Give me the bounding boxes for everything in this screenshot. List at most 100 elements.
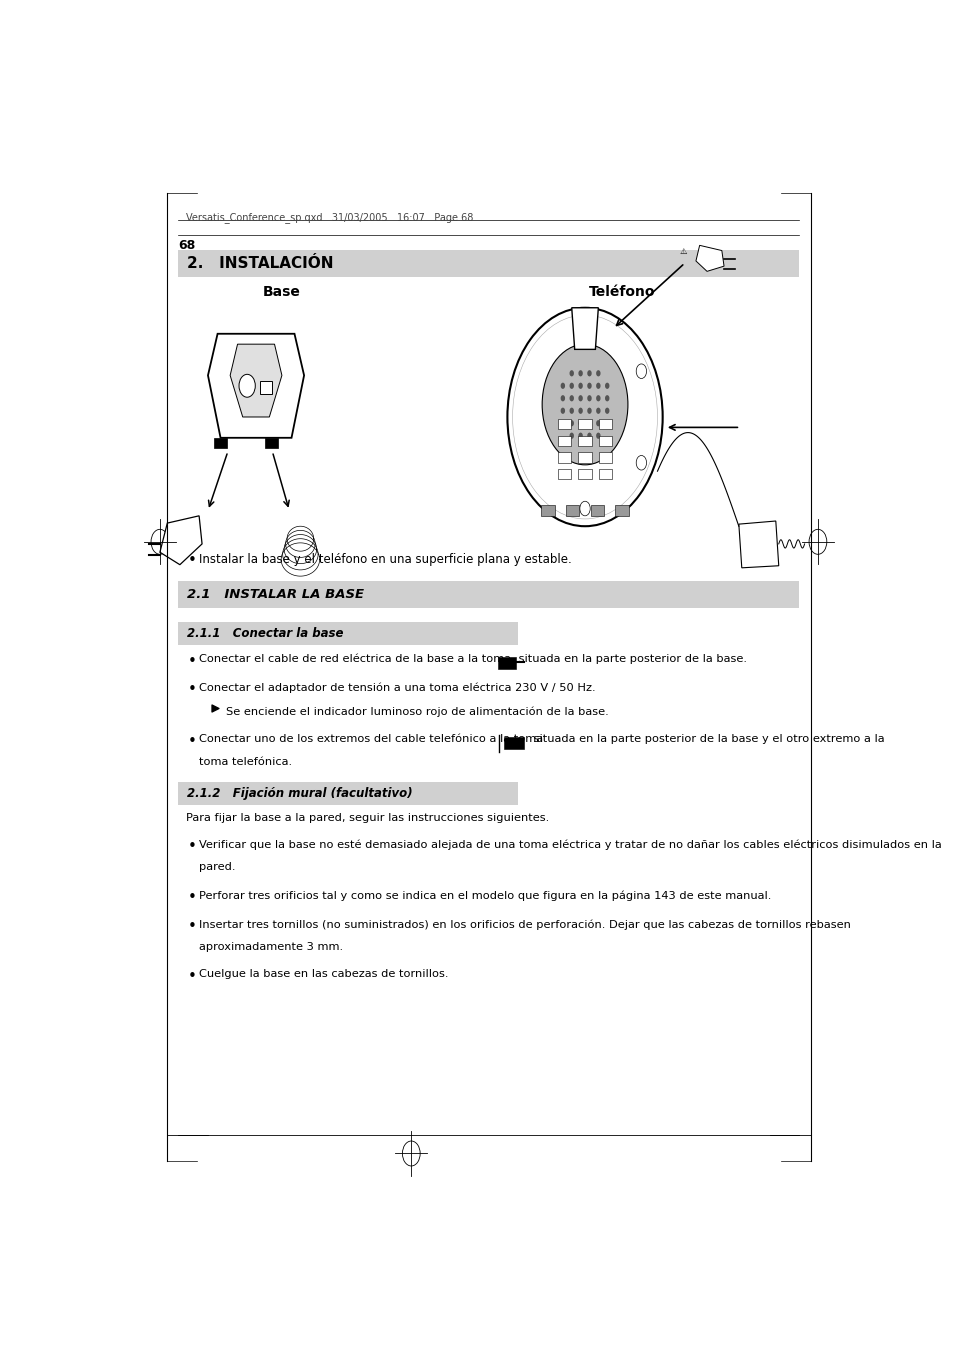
Bar bbox=[565, 505, 578, 516]
Polygon shape bbox=[696, 246, 723, 272]
Polygon shape bbox=[230, 345, 282, 417]
Text: Teléfono: Teléfono bbox=[588, 285, 655, 299]
FancyBboxPatch shape bbox=[178, 782, 518, 805]
Text: •: • bbox=[187, 734, 196, 750]
Circle shape bbox=[239, 374, 255, 397]
Circle shape bbox=[578, 432, 582, 439]
Text: Versatis_Conference_sp.qxd   31/03/2005   16:07   Page 68: Versatis_Conference_sp.qxd 31/03/2005 16… bbox=[186, 212, 473, 223]
Text: pared.: pared. bbox=[199, 862, 235, 873]
Bar bbox=[578, 469, 591, 480]
Polygon shape bbox=[738, 521, 778, 567]
Text: 2.1   INSTALAR LA BASE: 2.1 INSTALAR LA BASE bbox=[187, 589, 364, 601]
Bar bbox=[598, 453, 612, 463]
Text: situada en la parte posterior de la base y el otro extremo a la: situada en la parte posterior de la base… bbox=[529, 734, 883, 744]
Circle shape bbox=[596, 394, 600, 401]
Text: Verificar que la base no esté demasiado alejada de una toma eléctrica y tratar d: Verificar que la base no esté demasiado … bbox=[199, 839, 941, 850]
Bar bbox=[259, 381, 272, 394]
Text: 2.   INSTALACIÓN: 2. INSTALACIÓN bbox=[187, 255, 334, 270]
Text: •: • bbox=[187, 839, 196, 854]
Text: •: • bbox=[187, 554, 196, 569]
Text: 2.1.2   Fijación mural (facultativo): 2.1.2 Fijación mural (facultativo) bbox=[187, 788, 413, 800]
Circle shape bbox=[596, 382, 600, 389]
Bar bbox=[503, 738, 524, 748]
Text: Para fijar la base a la pared, seguir las instrucciones siguientes.: Para fijar la base a la pared, seguir la… bbox=[186, 813, 549, 823]
Circle shape bbox=[587, 432, 591, 439]
Bar bbox=[615, 505, 628, 516]
Circle shape bbox=[596, 370, 600, 377]
Text: aproximadamente 3 mm.: aproximadamente 3 mm. bbox=[199, 943, 343, 952]
Bar bbox=[590, 505, 603, 516]
Bar bbox=[598, 469, 612, 480]
Polygon shape bbox=[208, 334, 304, 438]
Bar bbox=[598, 436, 612, 446]
Bar bbox=[558, 453, 571, 463]
Circle shape bbox=[578, 408, 582, 413]
Bar bbox=[558, 469, 571, 480]
Circle shape bbox=[541, 345, 627, 465]
Text: •: • bbox=[187, 920, 196, 935]
Bar bbox=[598, 419, 612, 430]
Circle shape bbox=[560, 394, 564, 401]
Text: Conectar el cable de red eléctrica de la base a la toma: Conectar el cable de red eléctrica de la… bbox=[199, 654, 511, 665]
Circle shape bbox=[560, 382, 564, 389]
Text: ⚠: ⚠ bbox=[679, 247, 686, 257]
Text: Cuelgue la base en las cabezas de tornillos.: Cuelgue la base en las cabezas de tornil… bbox=[199, 970, 448, 979]
Text: •: • bbox=[187, 682, 196, 697]
Text: Instalar la base y el teléfono en una superficie plana y estable.: Instalar la base y el teléfono en una su… bbox=[199, 554, 571, 566]
Circle shape bbox=[569, 420, 574, 427]
Text: Conectar el adaptador de tensión a una toma eléctrica 230 V / 50 Hz.: Conectar el adaptador de tensión a una t… bbox=[199, 682, 595, 693]
Text: Conectar uno de los extremos del cable telefónico a la toma: Conectar uno de los extremos del cable t… bbox=[199, 734, 542, 744]
Circle shape bbox=[596, 408, 600, 413]
Text: Base: Base bbox=[263, 285, 300, 299]
Bar bbox=[578, 436, 591, 446]
Circle shape bbox=[569, 370, 574, 377]
Text: Insertar tres tornillos (no suministrados) en los orificios de perforación. Deja: Insertar tres tornillos (no suministrado… bbox=[199, 920, 850, 929]
Text: toma telefónica.: toma telefónica. bbox=[199, 757, 292, 767]
Circle shape bbox=[560, 420, 564, 427]
Circle shape bbox=[587, 408, 591, 413]
Circle shape bbox=[560, 408, 564, 413]
Text: •: • bbox=[187, 654, 196, 669]
FancyBboxPatch shape bbox=[178, 250, 799, 277]
Circle shape bbox=[578, 370, 582, 377]
Text: situada en la parte posterior de la base.: situada en la parte posterior de la base… bbox=[515, 654, 746, 665]
Bar bbox=[578, 453, 591, 463]
Circle shape bbox=[579, 501, 590, 516]
Polygon shape bbox=[160, 516, 202, 565]
Bar bbox=[497, 658, 516, 669]
Text: •: • bbox=[187, 890, 196, 905]
Bar bbox=[558, 419, 571, 430]
Circle shape bbox=[578, 420, 582, 427]
Circle shape bbox=[587, 420, 591, 427]
Text: 2.1.1   Conectar la base: 2.1.1 Conectar la base bbox=[187, 627, 343, 640]
Bar bbox=[541, 505, 554, 516]
Bar bbox=[558, 436, 571, 446]
Circle shape bbox=[596, 420, 600, 427]
Circle shape bbox=[507, 308, 662, 526]
Bar bbox=[265, 438, 278, 449]
Circle shape bbox=[604, 408, 609, 413]
FancyBboxPatch shape bbox=[178, 621, 518, 644]
Circle shape bbox=[604, 382, 609, 389]
Text: •: • bbox=[187, 970, 196, 985]
Circle shape bbox=[604, 420, 609, 427]
Circle shape bbox=[578, 394, 582, 401]
Circle shape bbox=[569, 408, 574, 413]
Circle shape bbox=[569, 394, 574, 401]
Circle shape bbox=[636, 363, 646, 378]
Circle shape bbox=[587, 370, 591, 377]
Bar bbox=[213, 438, 227, 449]
FancyBboxPatch shape bbox=[178, 581, 799, 608]
Circle shape bbox=[578, 382, 582, 389]
Circle shape bbox=[604, 394, 609, 401]
Text: Perforar tres orificios tal y como se indica en el modelo que figura en la págin: Perforar tres orificios tal y como se in… bbox=[199, 890, 771, 901]
Circle shape bbox=[636, 455, 646, 470]
Circle shape bbox=[569, 382, 574, 389]
Bar bbox=[578, 419, 591, 430]
Text: 68: 68 bbox=[178, 239, 195, 253]
Circle shape bbox=[587, 394, 591, 401]
Circle shape bbox=[587, 382, 591, 389]
Circle shape bbox=[569, 432, 574, 439]
Polygon shape bbox=[571, 308, 598, 350]
Circle shape bbox=[596, 432, 600, 439]
